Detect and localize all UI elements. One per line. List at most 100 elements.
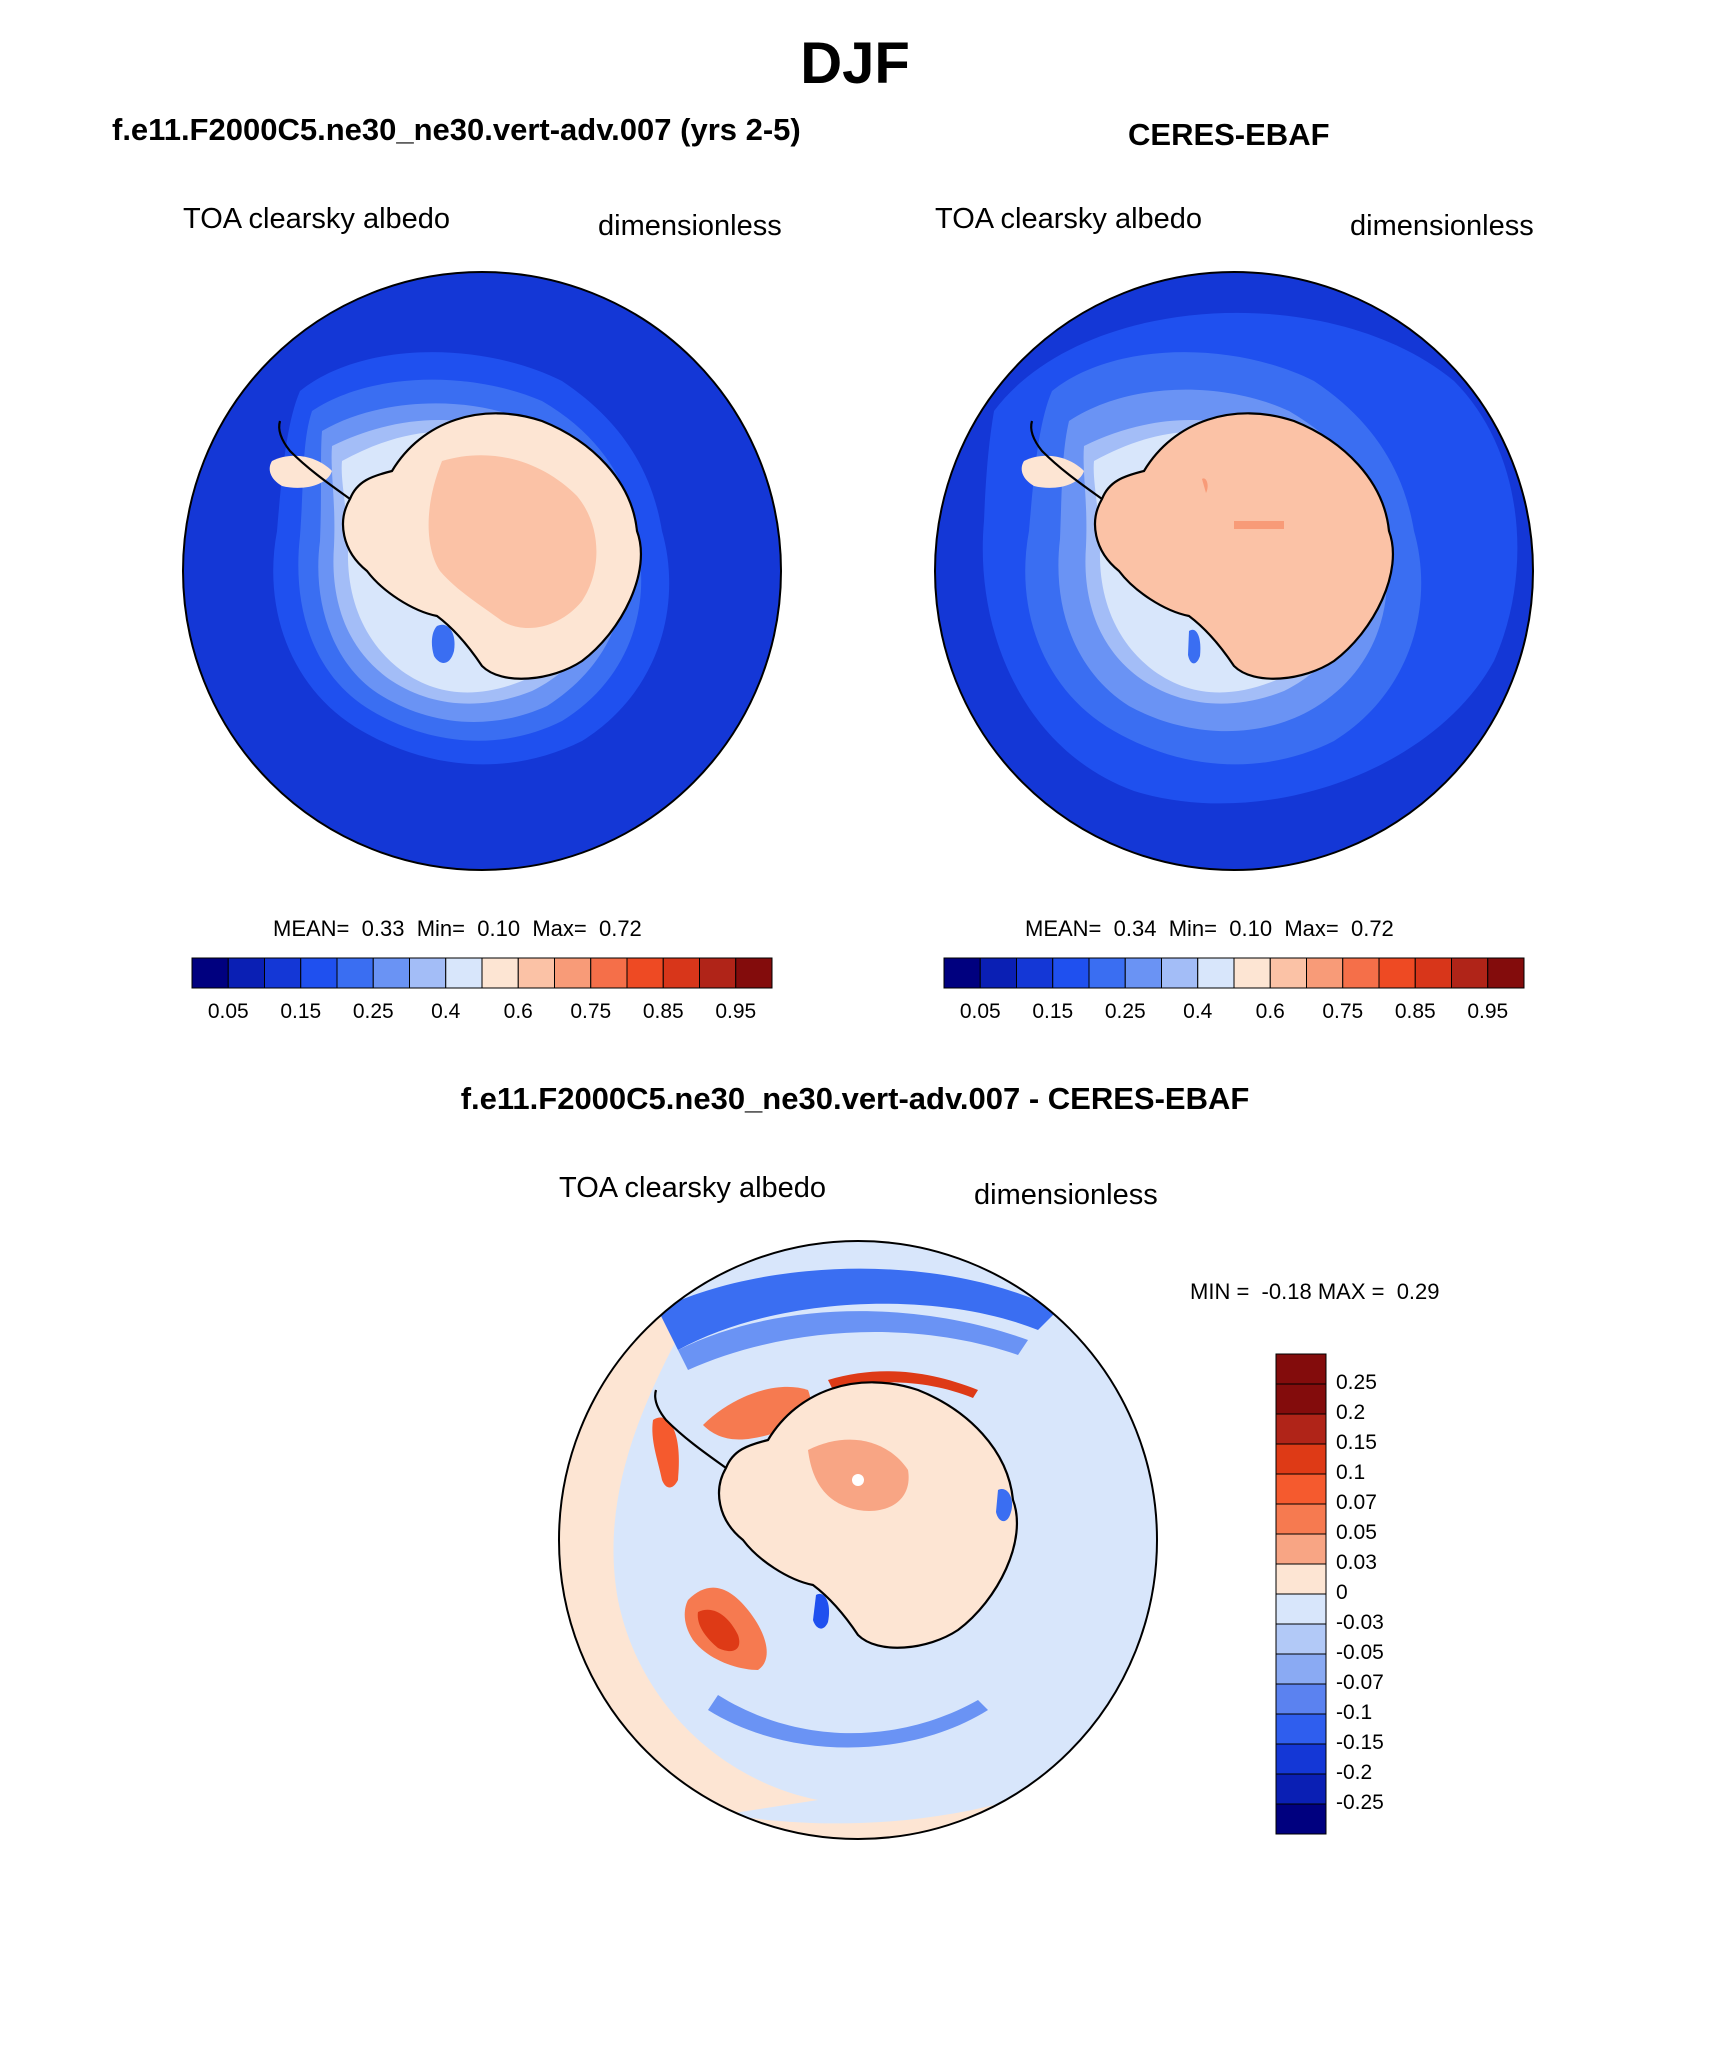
diff-colorbar-label: -0.25 — [1336, 1791, 1384, 1814]
model-colorbar-label: 0.6 — [503, 1000, 533, 1023]
model-colorbar-swatch — [735, 957, 773, 989]
model-units-label: dimensionless — [598, 210, 782, 242]
model-colorbar-label: 0.15 — [280, 1000, 322, 1023]
obs-panel-title: CERES-EBAF — [1128, 117, 1330, 152]
model-colorbar-swatch — [300, 957, 338, 989]
diff-colorbar-labels: 0.25 0.2 0.15 0.1 0.07 0.05 0.03 0 -0.03 -0.05 -0.… — [1336, 1354, 1436, 1834]
obs-polar-map — [934, 271, 1534, 871]
diff-colorbar-label: 0.1 — [1336, 1461, 1366, 1484]
obs-colorbar-label: 0.25 — [1104, 1000, 1146, 1023]
obs-colorbar-swatch — [1487, 957, 1525, 989]
diff-colorbar-label: 0 — [1336, 1581, 1348, 1604]
obs-colorbar-swatch — [1016, 957, 1054, 989]
obs-colorbar-swatch — [1052, 957, 1090, 989]
obs-colorbar-labels: 0.05 0.15 0.25 0.4 0.6 0.75 0.85 0.95 — [944, 1000, 1524, 1026]
model-colorbar-swatch — [554, 957, 592, 989]
diff-colorbar-swatch — [1275, 1623, 1327, 1655]
diff-colorbar-label: -0.03 — [1336, 1611, 1384, 1634]
model-panel-title: f.e11.F2000C5.ne30_ne30.vert-adv.007 (yr… — [112, 112, 801, 147]
diff-stats: MIN = -0.18 MAX = 0.29 — [1190, 1279, 1440, 1305]
diff-colorbar-swatch — [1275, 1473, 1327, 1505]
model-colorbar — [191, 957, 773, 989]
diff-colorbar-label: 0.07 — [1336, 1491, 1377, 1514]
model-colorbar-swatch — [372, 957, 410, 989]
model-min-label: Min= — [416, 916, 466, 941]
model-max-value: 0.72 — [598, 916, 642, 941]
diff-colorbar-label: 0.05 — [1336, 1521, 1377, 1544]
diff-colorbar-swatch — [1275, 1353, 1327, 1385]
diff-min-label: MIN = — [1190, 1279, 1250, 1304]
model-colorbar-label: 0.95 — [715, 1000, 757, 1023]
model-min-value: 0.10 — [477, 916, 521, 941]
diff-colorbar-label: -0.05 — [1336, 1641, 1384, 1664]
obs-colorbar-label: 0.75 — [1322, 1000, 1364, 1023]
model-colorbar-swatch — [227, 957, 265, 989]
model-colorbar-swatch — [445, 957, 483, 989]
model-colorbar-label: 0.85 — [642, 1000, 684, 1023]
diff-colorbar-swatch — [1275, 1383, 1327, 1415]
diff-colorbar-label: 0.15 — [1336, 1431, 1377, 1454]
obs-colorbar-swatch — [1342, 957, 1380, 989]
diff-variable-label: TOA clearsky albedo — [559, 1172, 827, 1204]
diff-colorbar — [1275, 1353, 1327, 1835]
obs-colorbar-swatch — [1306, 957, 1344, 989]
diff-colorbar-swatch — [1275, 1653, 1327, 1685]
obs-colorbar-label: 0.15 — [1032, 1000, 1074, 1023]
diff-colorbar-label: -0.2 — [1336, 1761, 1373, 1784]
diff-units-label: dimensionless — [974, 1179, 1158, 1211]
obs-variable-label: TOA clearsky albedo — [935, 203, 1203, 235]
obs-max-value: 0.72 — [1350, 916, 1394, 941]
obs-colorbar-swatch — [1161, 957, 1199, 989]
model-colorbar-swatch — [409, 957, 447, 989]
diff-colorbar-swatch — [1275, 1773, 1327, 1805]
diff-colorbar-label: 0.25 — [1336, 1371, 1377, 1394]
diff-max-value: 0.29 — [1396, 1279, 1440, 1304]
model-colorbar-swatch — [336, 957, 374, 989]
obs-min-label: Min= — [1168, 916, 1218, 941]
diff-min-value: -0.18 — [1261, 1279, 1312, 1304]
model-colorbar-swatch — [662, 957, 700, 989]
obs-colorbar-swatch — [1088, 957, 1126, 989]
model-colorbar-swatch — [481, 957, 519, 989]
model-colorbar-swatch — [626, 957, 664, 989]
obs-colorbar — [943, 957, 1525, 989]
model-colorbar-swatch — [191, 957, 229, 989]
diff-colorbar-label: 0.03 — [1336, 1551, 1377, 1574]
model-colorbar-swatch — [264, 957, 302, 989]
model-colorbar-label: 0.4 — [431, 1000, 461, 1023]
model-mean-value: 0.33 — [361, 916, 405, 941]
obs-colorbar-label: 0.85 — [1394, 1000, 1436, 1023]
obs-mean-value: 0.34 — [1113, 916, 1157, 941]
model-colorbar-label: 0.05 — [207, 1000, 249, 1023]
obs-colorbar-label: 0.6 — [1255, 1000, 1285, 1023]
season-title: DJF — [800, 31, 910, 96]
diff-polar-map — [558, 1240, 1158, 1840]
diff-colorbar-swatch — [1275, 1413, 1327, 1445]
obs-stats: MEAN= 0.34 Min= 0.10 Max= 0.72 — [1025, 916, 1394, 942]
obs-colorbar-swatch — [1451, 957, 1489, 989]
obs-colorbar-swatch — [943, 957, 981, 989]
obs-colorbar-label: 0.05 — [959, 1000, 1001, 1023]
model-max-label: Max= — [532, 916, 587, 941]
model-colorbar-swatch — [699, 957, 737, 989]
obs-colorbar-swatch — [1124, 957, 1162, 989]
model-colorbar-swatch — [517, 957, 555, 989]
obs-colorbar-swatch — [1414, 957, 1452, 989]
diff-colorbar-swatch — [1275, 1683, 1327, 1715]
obs-colorbar-swatch — [979, 957, 1017, 989]
obs-colorbar-label: 0.95 — [1467, 1000, 1509, 1023]
model-colorbar-label: 0.75 — [570, 1000, 612, 1023]
obs-colorbar-swatch — [1378, 957, 1416, 989]
diff-colorbar-swatch — [1275, 1563, 1327, 1595]
diff-colorbar-label: 0.2 — [1336, 1401, 1366, 1424]
obs-colorbar-swatch — [1269, 957, 1307, 989]
model-colorbar-swatch — [590, 957, 628, 989]
diff-max-label: MAX = — [1317, 1279, 1385, 1304]
model-colorbar-label: 0.25 — [352, 1000, 394, 1023]
obs-units-label: dimensionless — [1350, 210, 1534, 242]
diff-colorbar-swatch — [1275, 1533, 1327, 1565]
diff-colorbar-label: -0.15 — [1336, 1731, 1384, 1754]
obs-min-value: 0.10 — [1229, 916, 1273, 941]
obs-colorbar-swatch — [1233, 957, 1271, 989]
obs-mean-label: MEAN= — [1025, 916, 1102, 941]
